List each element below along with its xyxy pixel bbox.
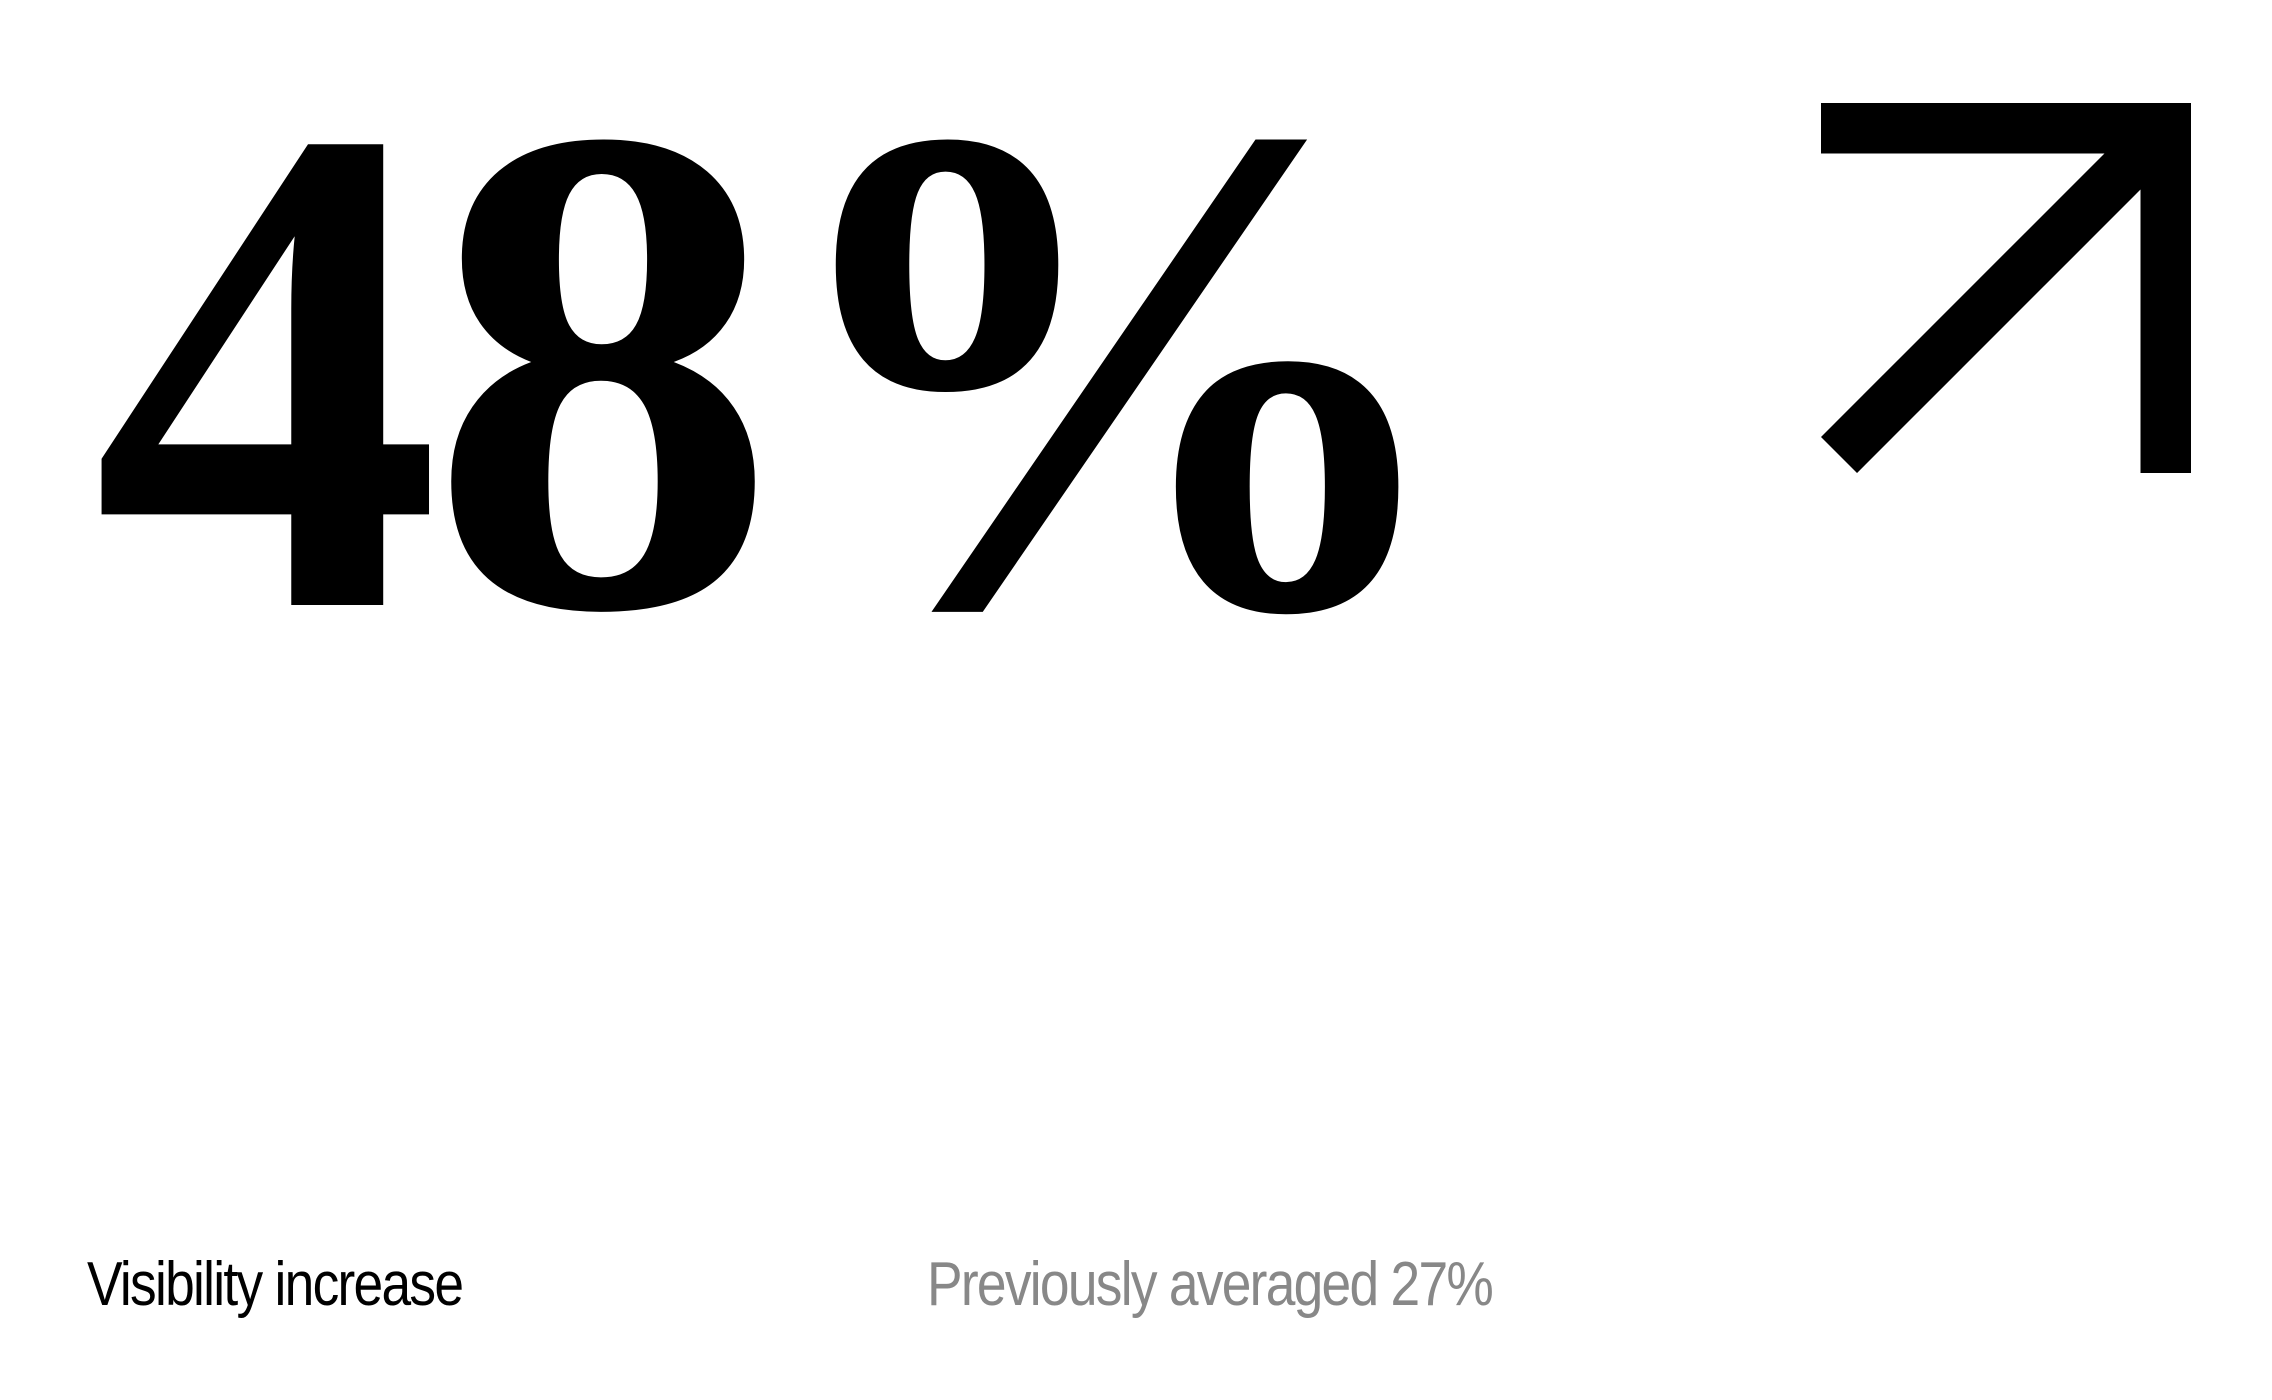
stat-caption: Visibility increase [87,1250,464,1319]
stat-value: 48% [92,0,1464,757]
stat-comparison: Previously averaged 27% [927,1250,1494,1319]
arrow-up-right-icon [1821,103,2191,473]
